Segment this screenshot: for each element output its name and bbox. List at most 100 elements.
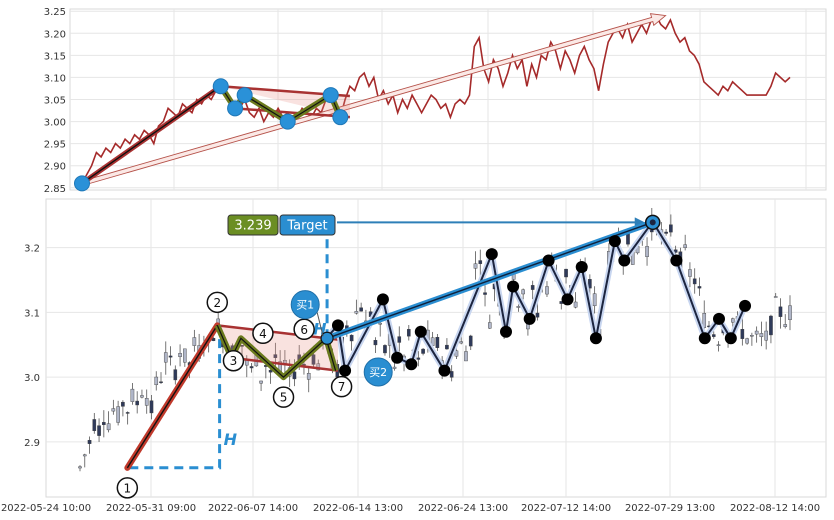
candle-body: [788, 305, 792, 320]
candle-body: [359, 307, 363, 312]
candle-body: [159, 381, 163, 383]
zigzag-point: [500, 325, 512, 338]
bottom-y-tick-label: 2.9: [24, 438, 40, 449]
candle-body: [311, 354, 316, 365]
candle-body: [454, 350, 459, 357]
price-line-panel: 3.25 3.20 3.15 3.10 3.05 3.00 2.95 2.90 2.85: [44, 7, 827, 195]
top-pole-inner: [81, 85, 222, 184]
pattern-point-marker: [330, 375, 353, 398]
top-pattern-point: [212, 78, 229, 95]
candle-body: [140, 395, 144, 398]
pattern-point-label: 1: [124, 481, 132, 495]
candle-body: [564, 268, 568, 278]
top-pattern-point: [279, 113, 296, 130]
top-pattern-point: [322, 87, 339, 104]
candle-body: [273, 354, 278, 358]
candle-body: [163, 352, 168, 363]
candle-body: [516, 306, 521, 308]
top-pattern-point: [74, 175, 90, 192]
zigzag-point: [523, 312, 536, 325]
zigzag-point: [414, 325, 427, 338]
candle-body: [173, 369, 178, 381]
top-y-tick-label: 3.15: [44, 51, 66, 62]
zigzag-point: [507, 280, 520, 293]
candle-body: [106, 423, 111, 431]
candle-body: [116, 406, 120, 423]
candle-body: [130, 388, 135, 402]
candle-body: [183, 348, 187, 363]
candle-body: [487, 322, 492, 329]
zigzag-point: [331, 319, 344, 332]
top-y-tick-label: 2.95: [44, 140, 66, 151]
top-flag-lower-line: [234, 107, 350, 119]
zigzag-point: [438, 364, 451, 377]
candle-body: [664, 231, 668, 234]
candle-body: [168, 355, 173, 358]
candle-body: [149, 400, 154, 414]
target-callout: 3.239 Target: [227, 214, 336, 236]
target-label-box: [279, 214, 336, 236]
candlestick-panel: 2022-05-24 10:00 2022-05-31 09:00 2022-06-…: [1, 198, 827, 514]
candle-body: [464, 351, 468, 362]
candle-body: [711, 334, 716, 337]
pattern-point-label: 4: [259, 327, 267, 341]
pattern-point-label: 3: [230, 354, 238, 368]
target-value-text: 3.239: [234, 219, 271, 234]
candle-body: [97, 425, 101, 436]
top-pattern-point: [332, 109, 349, 126]
zigzag-point: [561, 293, 574, 306]
top-pattern-point: [236, 87, 253, 104]
candle-body: [588, 279, 592, 289]
top-y-tick-label: 2.90: [44, 162, 66, 173]
candle-body: [535, 312, 540, 318]
top-y-tick-label: 3.20: [44, 29, 66, 40]
zigzag-point: [485, 248, 498, 261]
candle-body: [397, 336, 402, 343]
candle-body: [445, 344, 449, 350]
candle-body: [645, 246, 649, 257]
zigzag-point: [376, 293, 389, 306]
buy-label-text: 买2: [369, 366, 387, 379]
zigzag-point: [405, 358, 418, 371]
buy-label-bubble: [290, 290, 320, 320]
candle-body: [530, 285, 535, 290]
candle-body: [783, 324, 788, 327]
x-tick-label: 2022-06-14 13:00: [313, 503, 403, 514]
zigzag-point: [608, 235, 621, 248]
candle-body: [683, 244, 687, 248]
x-tick-label: 2022-06-07 14:00: [208, 503, 298, 514]
candle-body: [669, 224, 673, 233]
zigzag-point: [391, 351, 404, 364]
candle-body: [306, 373, 311, 380]
zigzag-point: [698, 332, 711, 345]
top-y-tick-label: 3.05: [44, 96, 66, 107]
candle-body: [249, 366, 254, 369]
candle-body: [92, 419, 97, 431]
candle-body: [349, 334, 354, 342]
candle-body: [688, 269, 692, 277]
flag-upper-line: [217, 324, 339, 341]
candle-body: [268, 369, 273, 373]
zigzag-point: [739, 299, 752, 312]
candle-body: [702, 313, 707, 328]
pattern-point-marker: [222, 349, 245, 372]
target-label-text: Target: [286, 219, 327, 234]
candle-body: [373, 340, 378, 346]
breakout-trend-inner: [326, 221, 653, 339]
top-y-tick-label: 3.10: [44, 73, 66, 84]
pattern-point-label: 2: [213, 296, 221, 310]
zigzag-point: [670, 254, 683, 267]
candle-body: [435, 337, 440, 348]
candle-body: [592, 293, 597, 307]
buy-label-leader: [316, 312, 324, 337]
candle-body: [697, 286, 702, 289]
flag-lower-line: [231, 356, 339, 372]
top-y-tick-label: 3.00: [44, 118, 66, 129]
buy-label-text: 买1: [296, 299, 314, 312]
candle-body: [778, 306, 783, 317]
zigzag-point: [713, 312, 725, 325]
target-point-core: [649, 219, 656, 226]
candle-body: [521, 289, 525, 295]
candle-body: [102, 422, 106, 425]
